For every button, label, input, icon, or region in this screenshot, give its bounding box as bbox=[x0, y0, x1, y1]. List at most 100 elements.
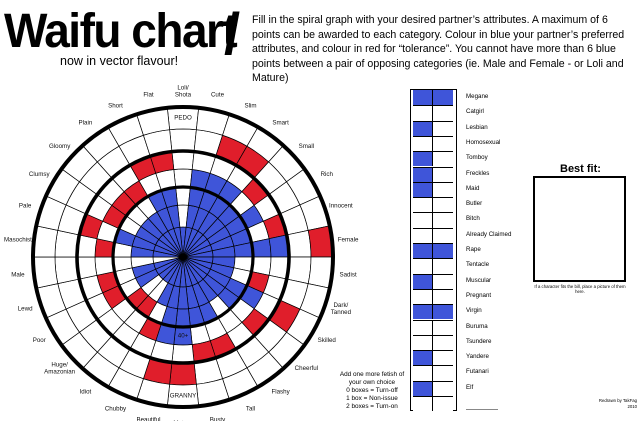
extra-note-line: 1 box = Non-issue bbox=[346, 395, 398, 402]
fetish-box[interactable] bbox=[413, 304, 433, 320]
category-label: Masochist bbox=[4, 236, 32, 243]
fetish-label: Maid bbox=[466, 184, 480, 192]
category-label: Innocent bbox=[329, 202, 353, 209]
fetish-label: Buruma bbox=[466, 322, 488, 330]
fetish-box[interactable] bbox=[433, 350, 453, 366]
fetish-box[interactable] bbox=[433, 197, 453, 213]
fetish-box[interactable] bbox=[433, 243, 453, 259]
best-fit-title: Best fit: bbox=[560, 163, 601, 175]
fetish-box[interactable] bbox=[413, 396, 433, 412]
fetish-label: Futanari bbox=[466, 368, 489, 376]
fetish-box[interactable] bbox=[413, 350, 433, 366]
fetish-box[interactable] bbox=[413, 181, 433, 198]
fetish-box[interactable] bbox=[433, 396, 453, 412]
spiral-graph[interactable]: Loli/Shota Cute Slim Smart Small Rich Innocent… bbox=[0, 0, 400, 421]
category-label: Mature bbox=[173, 420, 193, 421]
fetish-box[interactable] bbox=[433, 227, 453, 243]
fetish-label: Catgirl bbox=[466, 108, 484, 116]
fetish-box[interactable] bbox=[413, 166, 433, 182]
fetish-box[interactable] bbox=[413, 243, 433, 259]
fetish-label: Tentacle bbox=[466, 261, 490, 269]
fetish-box[interactable] bbox=[433, 365, 453, 381]
fetish-row bbox=[411, 334, 455, 351]
fetish-box[interactable] bbox=[413, 334, 433, 351]
fetish-box[interactable] bbox=[413, 273, 433, 289]
fetish-label: Rape bbox=[466, 246, 481, 253]
fetish-label: Homosexual bbox=[466, 138, 501, 146]
category-label: Small bbox=[299, 143, 314, 150]
fetish-label: Elf bbox=[466, 383, 474, 391]
credit-line: Redrawn by TakFag bbox=[598, 398, 637, 403]
fetish-box[interactable] bbox=[433, 319, 453, 335]
credit-text: Redrawn by TakFag 2010 bbox=[577, 398, 637, 410]
fetish-box[interactable] bbox=[433, 90, 453, 106]
fetish-label: Lesbian bbox=[466, 123, 488, 131]
fetish-row bbox=[411, 365, 455, 381]
fetish-box[interactable] bbox=[433, 151, 453, 167]
fetish-box[interactable] bbox=[433, 288, 453, 305]
graph-cell[interactable] bbox=[173, 168, 193, 188]
category-label: Pale bbox=[19, 202, 32, 209]
category-label: Male bbox=[11, 271, 25, 278]
fetish-box[interactable] bbox=[413, 212, 433, 228]
extra-note-line: 0 boxes = Turn-off bbox=[346, 387, 398, 394]
fetish-label: Tomboy bbox=[466, 154, 488, 162]
extra-fetish-note: Add one more fetish of your own choice 0 … bbox=[333, 371, 411, 411]
fetish-box[interactable] bbox=[413, 197, 433, 213]
fetish-box[interactable] bbox=[413, 365, 433, 381]
category-label: Gloomy bbox=[49, 143, 71, 150]
fetish-row bbox=[411, 151, 455, 167]
fetish-row bbox=[411, 212, 455, 228]
fetish-box[interactable] bbox=[433, 135, 453, 152]
fetish-row bbox=[411, 120, 455, 136]
category-label: Smart bbox=[272, 119, 289, 126]
category-label: Huge/Amazonian bbox=[44, 361, 76, 375]
category-label: Busty bbox=[210, 416, 226, 421]
fetish-row bbox=[411, 319, 455, 335]
fetish-box[interactable] bbox=[413, 151, 433, 167]
fetish-label: Freckles bbox=[466, 169, 490, 177]
fetish-box[interactable] bbox=[433, 304, 453, 320]
fetish-box[interactable] bbox=[413, 319, 433, 335]
category-label: Beautiful bbox=[136, 416, 160, 421]
fetish-box[interactable] bbox=[433, 334, 453, 351]
graph-cell[interactable] bbox=[169, 128, 197, 152]
graph-cell[interactable] bbox=[175, 308, 191, 328]
fetish-box[interactable] bbox=[413, 288, 433, 305]
fetish-box[interactable] bbox=[433, 258, 453, 274]
graph-cell[interactable] bbox=[175, 186, 191, 206]
ring-cell-text: GRANNY bbox=[170, 393, 196, 400]
fetish-box[interactable] bbox=[413, 227, 433, 243]
fetish-label: Tsundere bbox=[466, 337, 492, 345]
category-label: Flat bbox=[143, 91, 154, 98]
category-label: Poor bbox=[33, 337, 46, 344]
fetish-row bbox=[411, 166, 455, 182]
fetish-box[interactable] bbox=[433, 120, 453, 136]
fetish-box[interactable] bbox=[413, 105, 433, 121]
fetish-box[interactable] bbox=[433, 380, 453, 396]
fetish-row bbox=[411, 304, 455, 320]
fetish-box[interactable] bbox=[433, 212, 453, 228]
category-label: Flashy bbox=[271, 388, 290, 395]
fetish-box[interactable] bbox=[433, 105, 453, 121]
category-label: Plain bbox=[79, 119, 93, 126]
fetish-row bbox=[411, 135, 455, 152]
fetish-box[interactable] bbox=[433, 181, 453, 198]
graph-cell[interactable] bbox=[169, 362, 197, 386]
extra-note-line: Add one more fetish of your own choice bbox=[339, 371, 405, 386]
fetish-box[interactable] bbox=[413, 90, 433, 106]
graph-cell[interactable] bbox=[171, 150, 195, 170]
fetish-box[interactable] bbox=[413, 135, 433, 152]
fetish-box[interactable] bbox=[433, 166, 453, 182]
extra-fetish-write-line[interactable] bbox=[466, 409, 498, 410]
fetish-box[interactable] bbox=[433, 273, 453, 289]
fetish-box[interactable] bbox=[413, 258, 433, 274]
graph-cell[interactable] bbox=[171, 344, 195, 364]
category-label: Skilled bbox=[318, 337, 337, 344]
best-fit-picture-box[interactable] bbox=[533, 176, 626, 282]
chart-title: Waifu chart bbox=[4, 2, 238, 58]
fetish-box[interactable] bbox=[413, 120, 433, 136]
fetish-box[interactable] bbox=[413, 380, 433, 396]
fetish-row bbox=[411, 396, 455, 412]
